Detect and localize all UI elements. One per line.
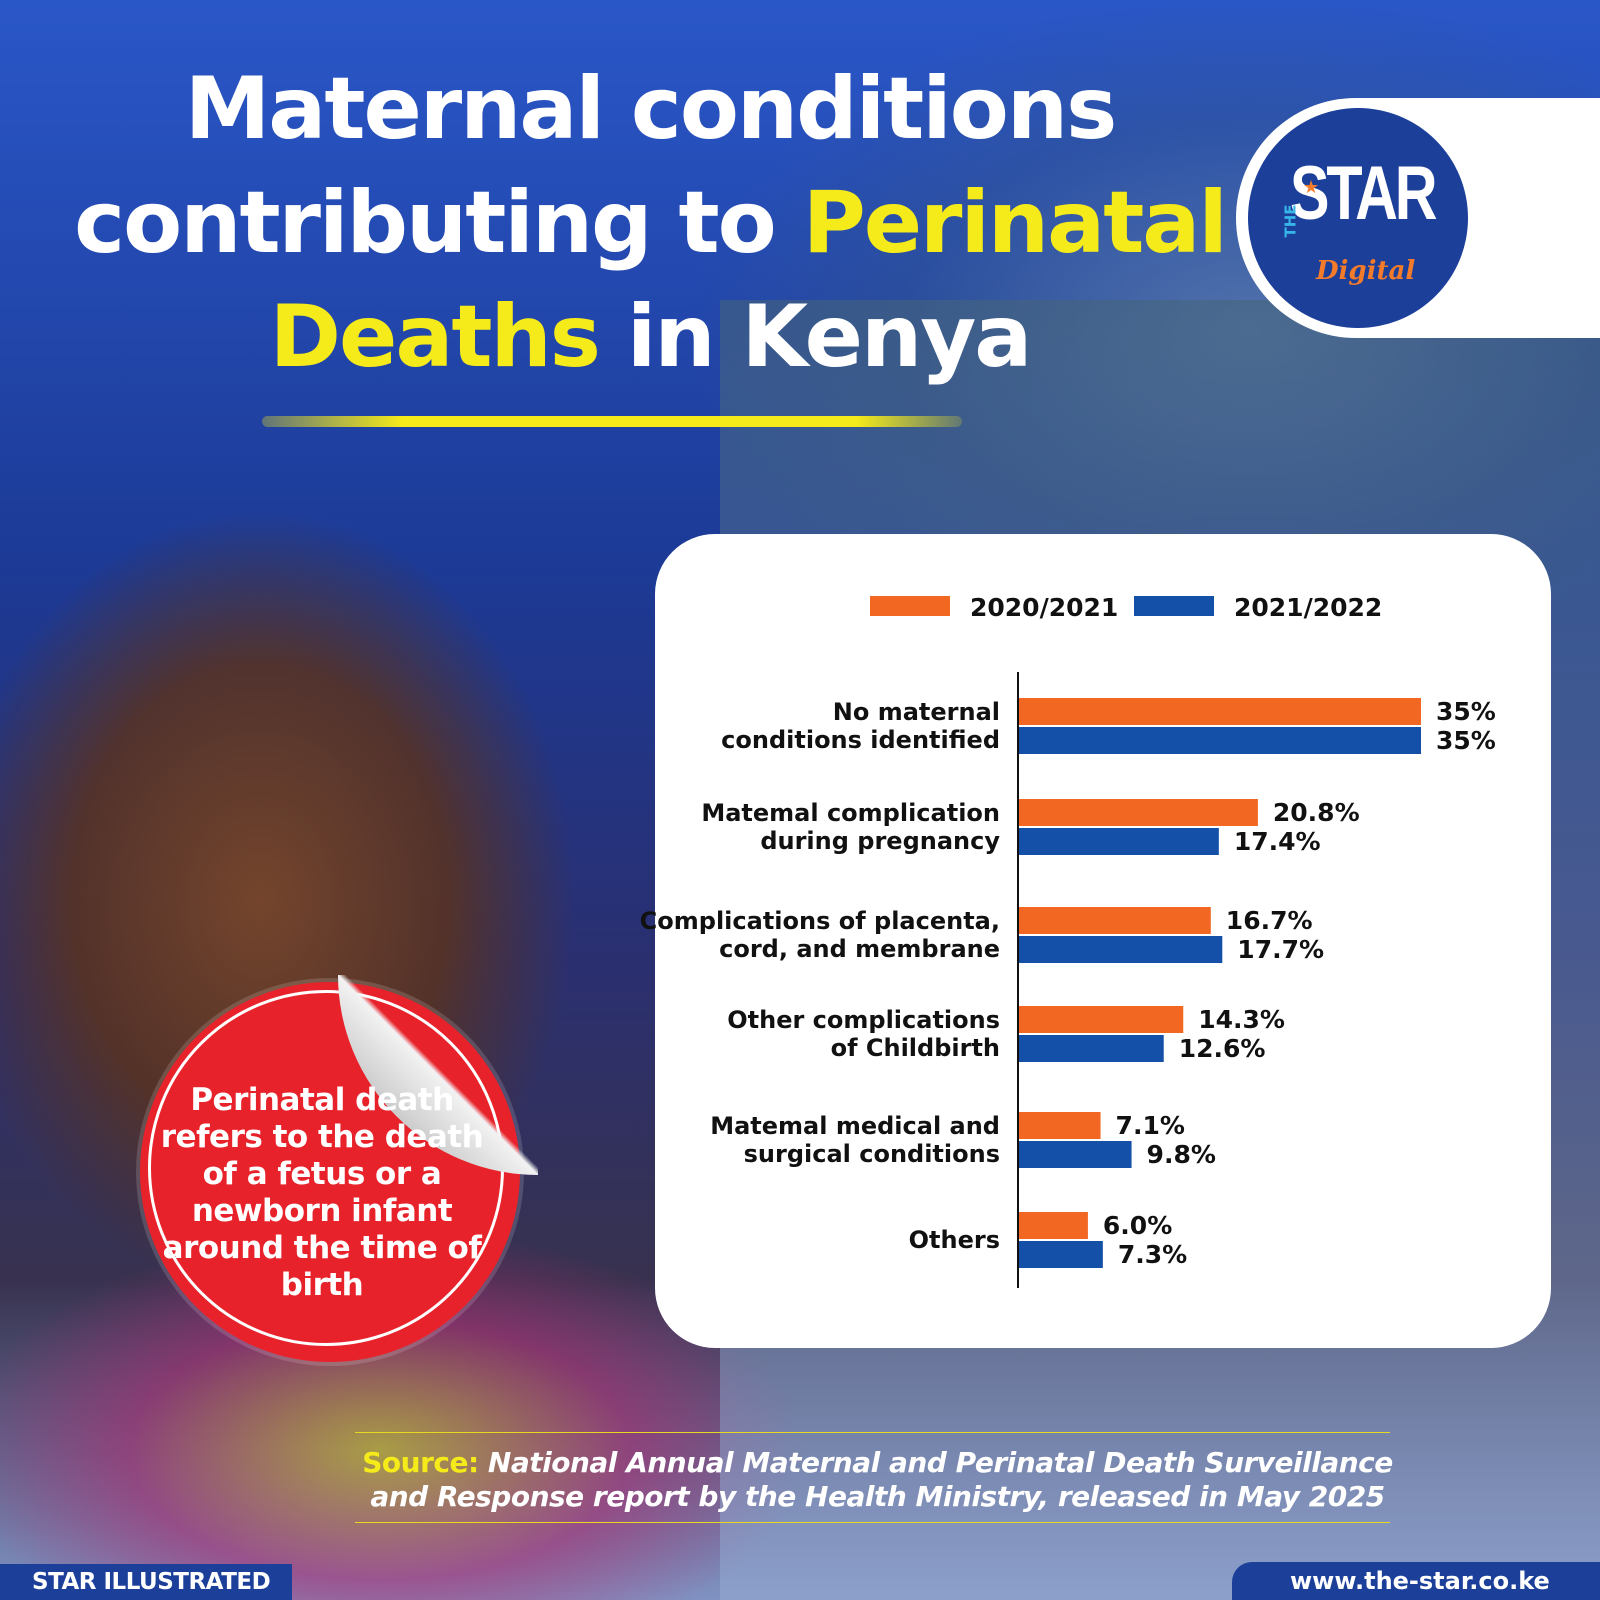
legend-label: 2020/2021 xyxy=(970,593,1118,622)
category-label: Complications of placenta, xyxy=(640,907,1000,935)
title-part-1: Maternal conditions contributing to xyxy=(74,59,1117,273)
logo-suffix: Digital xyxy=(1316,256,1416,286)
bar xyxy=(1019,828,1219,855)
data-label: 17.4% xyxy=(1234,827,1321,856)
category-label: Matemal complication xyxy=(701,799,1000,827)
footer-website-link[interactable]: www.the-star.co.ke xyxy=(1232,1562,1600,1600)
bar xyxy=(1019,936,1223,963)
data-label: 7.1% xyxy=(1116,1111,1185,1140)
star-logo xyxy=(1248,108,1468,328)
data-label: 12.6% xyxy=(1179,1034,1266,1063)
logo-name: STAR xyxy=(1290,151,1438,236)
star-icon: ★ xyxy=(1303,177,1320,198)
bar xyxy=(1019,799,1258,826)
bar xyxy=(1019,907,1211,934)
title-part-2: in Kenya xyxy=(598,287,1032,387)
data-label: 35% xyxy=(1436,726,1496,755)
bar xyxy=(1019,1035,1164,1062)
legend-swatch xyxy=(1134,596,1214,616)
data-label: 20.8% xyxy=(1273,798,1360,827)
data-label: 35% xyxy=(1436,697,1496,726)
data-label: 14.3% xyxy=(1198,1005,1285,1034)
bar xyxy=(1019,1112,1101,1139)
bar xyxy=(1019,698,1421,725)
bar xyxy=(1019,1212,1088,1239)
source-label: Source: xyxy=(362,1446,479,1479)
data-label: 9.8% xyxy=(1147,1140,1216,1169)
bar xyxy=(1019,1241,1103,1268)
data-label: 16.7% xyxy=(1226,906,1313,935)
legend-label: 2021/2022 xyxy=(1234,593,1382,622)
data-label: 17.7% xyxy=(1237,935,1324,964)
footer-credit: STAR ILLUSTRATED xyxy=(0,1564,292,1600)
bar xyxy=(1019,1006,1184,1033)
data-label: 7.3% xyxy=(1118,1240,1187,1269)
title-highlight: Perinatal Deaths xyxy=(269,173,1228,387)
bar xyxy=(1019,727,1421,754)
category-label: Others xyxy=(909,1226,1000,1254)
category-label: surgical conditions xyxy=(744,1140,1000,1168)
category-label: Other complications xyxy=(727,1006,1000,1034)
title-underline xyxy=(262,416,962,427)
bar xyxy=(1019,1141,1132,1168)
category-label: of Childbirth xyxy=(831,1034,1000,1062)
legend-swatch xyxy=(870,596,950,616)
data-label: 6.0% xyxy=(1103,1211,1172,1240)
source-note: Source: National Annual Maternal and Per… xyxy=(360,1446,1395,1514)
source-rule-top xyxy=(355,1432,1390,1433)
category-label: Matemal medical and xyxy=(710,1112,1000,1140)
category-label: during pregnancy xyxy=(760,827,1000,855)
source-rule-bottom xyxy=(355,1522,1390,1523)
category-label: conditions identified xyxy=(721,726,1000,754)
category-label: No maternal xyxy=(833,698,1000,726)
source-text: National Annual Maternal and Perinatal D… xyxy=(370,1446,1393,1513)
callout-text: Perinatal death refers to the death of a… xyxy=(160,1082,484,1303)
category-label: cord, and membrane xyxy=(719,935,1000,963)
page-title: Maternal conditions contributing to Peri… xyxy=(60,52,1240,394)
